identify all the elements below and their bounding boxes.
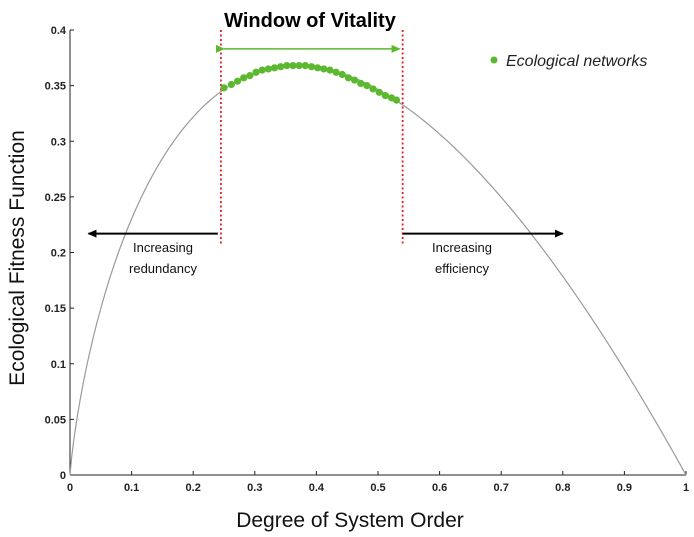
x-tick-label: 1 <box>683 482 689 494</box>
y-tick-label: 0.35 <box>45 81 66 93</box>
x-tick-label: 0.3 <box>247 482 262 494</box>
data-point <box>258 66 266 74</box>
x-tick-label: 0.5 <box>370 482 385 494</box>
x-tick-label: 0.6 <box>432 482 447 494</box>
redundancy-label-line2: redundancy <box>129 261 197 276</box>
data-point <box>332 68 340 76</box>
data-point <box>338 70 346 79</box>
y-tick-label: 0.1 <box>51 359 66 371</box>
y-axis-label: Ecological Fitness Function <box>6 130 29 386</box>
y-tick-label: 0.3 <box>51 136 66 148</box>
data-point <box>326 66 334 74</box>
y-tick-label: 0.25 <box>45 192 66 204</box>
x-tick-label: 0.8 <box>555 482 570 494</box>
data-point <box>320 65 328 73</box>
data-point <box>252 68 260 76</box>
data-point <box>220 84 228 92</box>
data-point <box>246 72 254 80</box>
data-point <box>375 88 383 96</box>
x-tick-label: 0.4 <box>309 482 325 494</box>
y-ticks: 0 0.05 0.1 0.15 0.2 0.25 0.3 0.35 0.4 <box>45 25 74 482</box>
data-point <box>301 62 309 70</box>
data-point <box>270 64 279 72</box>
data-point <box>381 92 389 100</box>
data-point <box>227 80 235 89</box>
y-tick-label: 0.2 <box>51 248 66 260</box>
data-point <box>314 64 322 72</box>
data-point <box>392 96 401 104</box>
legend-label: Ecological networks <box>506 53 647 70</box>
x-ticks: 0 0.1 0.2 0.3 0.4 0.5 0.6 0.7 0.8 0.9 1 <box>67 471 689 494</box>
y-tick-label: 0.4 <box>51 25 67 37</box>
data-point <box>357 79 365 87</box>
data-point <box>233 77 242 85</box>
x-tick-label: 0.2 <box>186 482 201 494</box>
x-tick-label: 0.9 <box>617 482 632 494</box>
data-point <box>295 62 303 70</box>
ecological-network-points <box>220 62 401 104</box>
data-point <box>240 74 248 82</box>
data-point <box>307 63 316 71</box>
y-tick-label: 0 <box>60 470 66 482</box>
x-tick-label: 0.1 <box>124 482 139 494</box>
x-tick-label: 0 <box>67 482 73 494</box>
data-point <box>283 62 291 70</box>
x-tick-label: 0.7 <box>494 482 509 494</box>
data-point <box>350 76 359 84</box>
y-tick-label: 0.15 <box>45 303 66 315</box>
data-point <box>264 65 272 73</box>
data-point <box>344 74 353 82</box>
y-tick-label: 0.05 <box>45 414 66 426</box>
legend-marker <box>490 56 498 64</box>
data-point <box>363 82 371 90</box>
efficiency-label-line2: efficiency <box>435 261 489 276</box>
chart-title: Window of Vitality <box>224 10 397 32</box>
data-point <box>289 62 297 70</box>
efficiency-label-line1: Increasing <box>432 240 492 255</box>
x-axis-label: Degree of System Order <box>236 509 464 532</box>
data-point <box>277 63 285 71</box>
redundancy-label-line1: Increasing <box>133 240 193 255</box>
data-point <box>369 85 377 93</box>
